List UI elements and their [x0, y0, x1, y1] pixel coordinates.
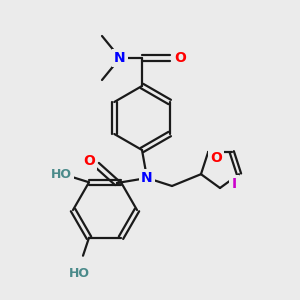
Text: HO: HO	[50, 168, 71, 181]
Text: O: O	[83, 154, 95, 168]
Text: N: N	[114, 51, 126, 65]
Text: O: O	[174, 51, 186, 65]
Text: O: O	[210, 151, 222, 165]
Text: HO: HO	[68, 267, 89, 280]
Text: I: I	[231, 177, 237, 191]
Text: N: N	[141, 171, 153, 185]
